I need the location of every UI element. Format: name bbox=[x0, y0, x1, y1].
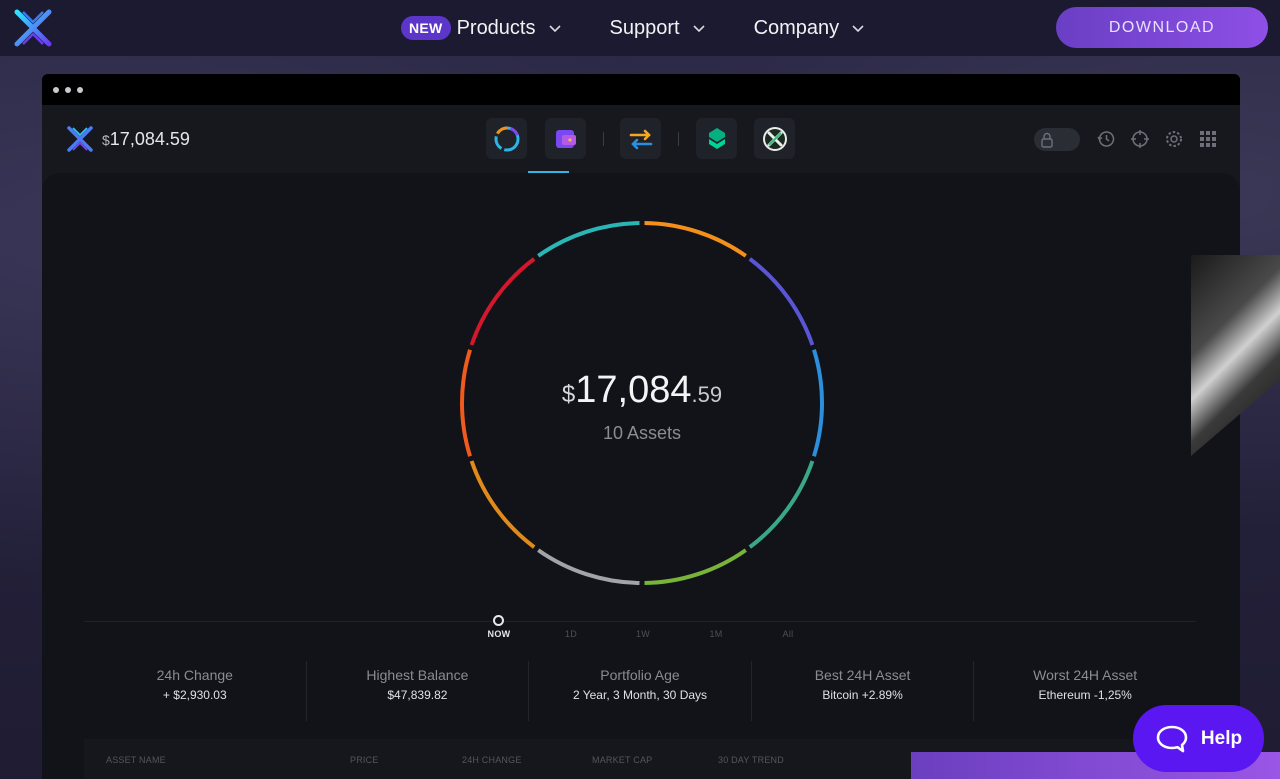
donut-segment[interactable] bbox=[469, 257, 536, 346]
timeline-marker[interactable] bbox=[493, 615, 504, 626]
gear-icon[interactable] bbox=[1164, 129, 1184, 149]
tab-xo-app[interactable] bbox=[754, 118, 795, 159]
exodus-logo-icon[interactable] bbox=[13, 8, 53, 48]
nav-company[interactable]: Company bbox=[754, 17, 866, 40]
header-balance: $17,084.59 bbox=[102, 129, 190, 150]
nav-support-label: Support bbox=[609, 16, 680, 39]
help-label: Help bbox=[1200, 727, 1243, 749]
chevron-down-icon bbox=[852, 25, 864, 33]
donut-segment[interactable] bbox=[748, 257, 815, 346]
window-titlebar bbox=[42, 74, 1240, 105]
timeline-all[interactable]: All bbox=[782, 629, 794, 639]
stat-value: 2 Year, 3 Month, 30 Days bbox=[572, 688, 708, 702]
stat-portfolio-age: Portfolio Age 2 Year, 3 Month, 30 Days bbox=[528, 661, 751, 721]
chevron-down-icon bbox=[548, 25, 561, 33]
stat-highest-balance: Highest Balance $47,839.82 bbox=[305, 661, 529, 721]
site-header: NEW Products Support Company DOWNLOAD bbox=[0, 0, 1280, 56]
column-market-cap[interactable]: MARKET CAP bbox=[592, 755, 653, 765]
donut-segment[interactable] bbox=[748, 460, 815, 549]
timeline-1m[interactable]: 1M bbox=[709, 629, 723, 639]
new-badge: NEW bbox=[401, 16, 451, 40]
stat-label: Highest Balance bbox=[366, 667, 469, 683]
timeline-1d[interactable]: 1D bbox=[564, 629, 578, 639]
xo-app-icon bbox=[762, 126, 787, 151]
help-button[interactable]: Help bbox=[1133, 705, 1264, 772]
portfolio-stats: 24h Change + $2,930.03 Highest Balance $… bbox=[84, 661, 1196, 721]
column-30-day-trend[interactable]: 30 DAY TREND bbox=[718, 755, 784, 765]
donut-segment[interactable] bbox=[644, 548, 747, 585]
tab-separator bbox=[678, 132, 679, 146]
window-dot bbox=[53, 87, 59, 93]
stat-value: $47,839.82 bbox=[387, 688, 448, 702]
grid-icon[interactable] bbox=[1198, 129, 1218, 149]
donut-segment[interactable] bbox=[812, 349, 824, 457]
stat-label: Portfolio Age bbox=[600, 667, 680, 683]
tab-portfolio[interactable] bbox=[486, 118, 527, 159]
header-balance-value: 17,084.59 bbox=[109, 129, 190, 149]
nav-support[interactable]: Support bbox=[610, 17, 706, 40]
wallet-icon bbox=[555, 129, 576, 148]
tab-wallet[interactable] bbox=[545, 118, 586, 159]
donut-segment[interactable] bbox=[537, 548, 640, 585]
timeline-1w[interactable]: 1W bbox=[635, 629, 651, 639]
stat-value: Bitcoin +2.89% bbox=[822, 688, 903, 702]
chat-bubble-icon bbox=[1156, 725, 1188, 752]
column-24h-change[interactable]: 24H CHANGE bbox=[462, 755, 522, 765]
stat-value: + $2,930.03 bbox=[162, 688, 227, 702]
column-asset-name[interactable]: ASSET NAME bbox=[106, 755, 166, 765]
tab-separator bbox=[603, 132, 604, 146]
active-tab-indicator bbox=[528, 171, 569, 173]
donut-segment[interactable] bbox=[460, 349, 472, 457]
stat-label: Worst 24H Asset bbox=[1033, 667, 1138, 683]
asset-count: 10 Assets bbox=[602, 423, 682, 443]
stat-value: Ethereum -1,25% bbox=[1038, 688, 1132, 702]
donut-segment[interactable] bbox=[537, 221, 640, 258]
donut-segment[interactable] bbox=[469, 460, 536, 549]
portfolio-view: $17,084.59 10 Assets NOW 1D 1W 1M All 24… bbox=[42, 173, 1240, 779]
history-icon[interactable] bbox=[1096, 129, 1116, 149]
window-dot bbox=[77, 87, 83, 93]
crosshair-icon[interactable] bbox=[1130, 129, 1150, 149]
timeline-track bbox=[84, 621, 1196, 622]
total-balance-decimal: .59 bbox=[691, 382, 723, 407]
timeline-now[interactable]: NOW bbox=[487, 629, 511, 639]
nav-products[interactable]: NEW Products bbox=[401, 16, 562, 40]
nav-company-label: Company bbox=[753, 16, 840, 39]
stat-best-asset: Best 24H Asset Bitcoin +2.89% bbox=[750, 661, 974, 721]
lock-toggle[interactable] bbox=[1034, 128, 1080, 151]
nav-products-label: Products bbox=[456, 16, 536, 39]
exchange-icon bbox=[629, 129, 652, 149]
tab-exchange[interactable] bbox=[620, 118, 661, 159]
app-window: $17,084.59 bbox=[42, 74, 1240, 779]
donut-segment[interactable] bbox=[644, 221, 747, 258]
total-balance-integer: 17,084 bbox=[575, 369, 692, 411]
download-button[interactable]: DOWNLOAD bbox=[1056, 7, 1268, 48]
portfolio-icon bbox=[494, 126, 519, 151]
column-price[interactable]: PRICE bbox=[350, 755, 379, 765]
stat-worst-asset: Worst 24H Asset Ethereum -1,25% bbox=[973, 661, 1196, 721]
total-balance-currency: $ bbox=[561, 381, 576, 408]
stat-24h-change: 24h Change + $2,930.03 bbox=[84, 661, 306, 721]
lock-toggle-icon bbox=[1041, 132, 1053, 148]
exodus-logo-icon bbox=[67, 126, 93, 152]
header-currency: $ bbox=[102, 132, 110, 148]
total-balance: $17,084.59 bbox=[456, 369, 828, 412]
tab-compound-app[interactable] bbox=[696, 118, 737, 159]
stat-label: 24h Change bbox=[156, 667, 233, 683]
stat-label: Best 24H Asset bbox=[814, 667, 911, 683]
app-toolbar: $17,084.59 bbox=[42, 105, 1240, 173]
portfolio-donut-chart bbox=[460, 221, 824, 585]
compound-app-icon bbox=[708, 127, 725, 149]
main-nav: NEW Products Support Company bbox=[401, 0, 865, 56]
window-dot bbox=[65, 87, 71, 93]
chevron-down-icon bbox=[692, 25, 705, 33]
